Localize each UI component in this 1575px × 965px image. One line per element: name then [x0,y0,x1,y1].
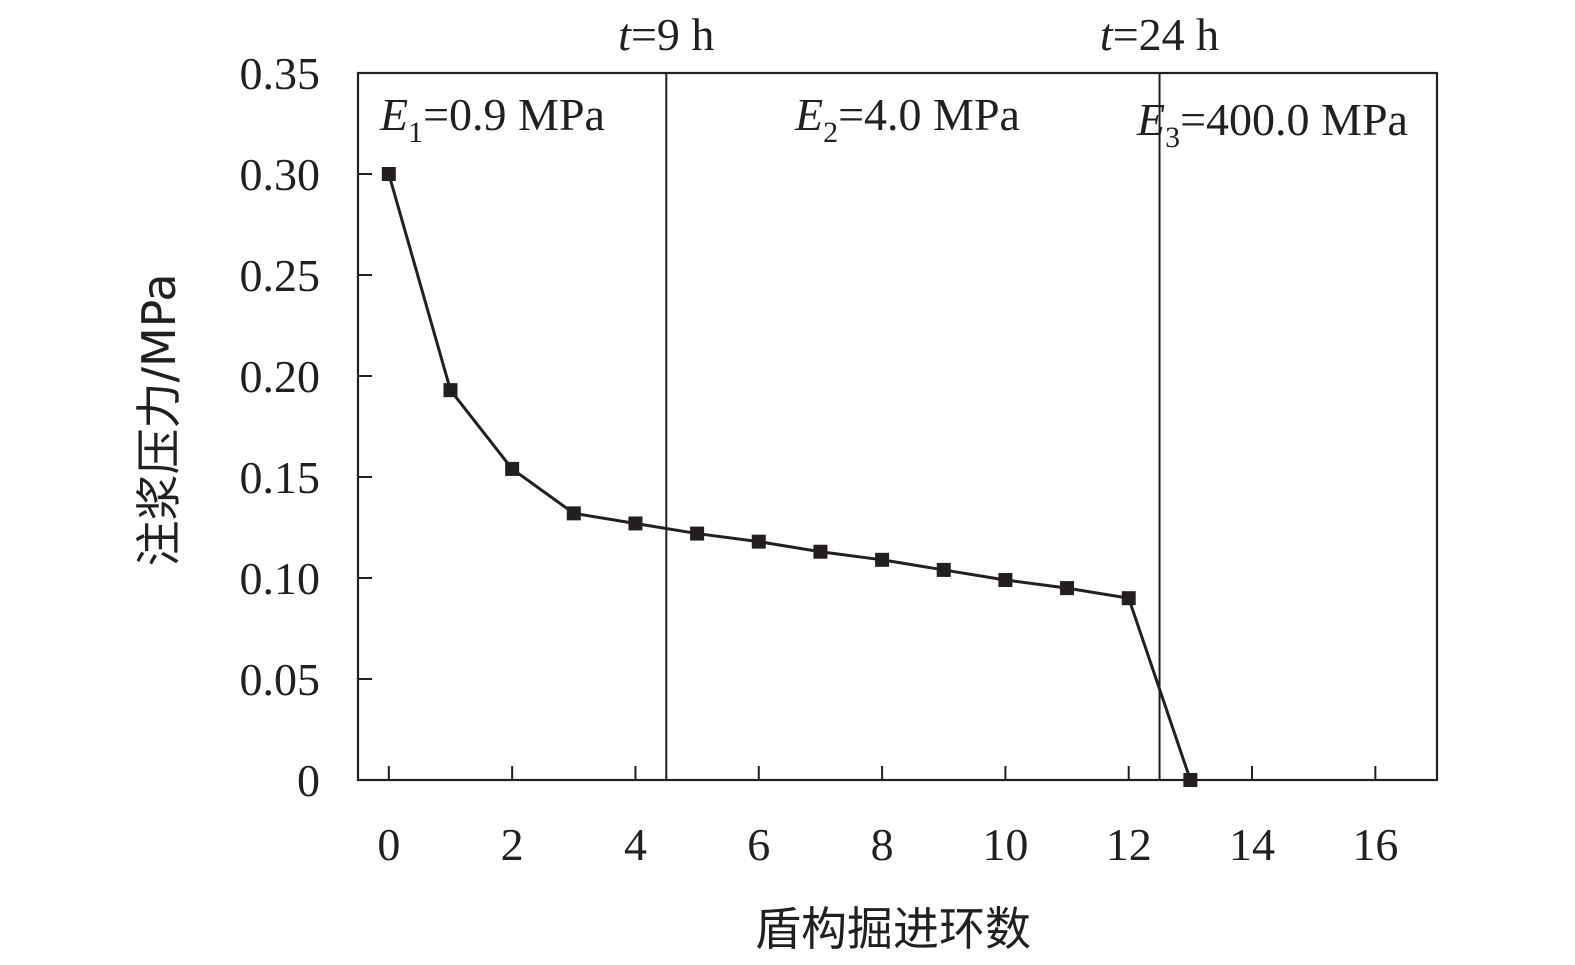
x-axis-ticks: 0 2 4 6 8 10 12 14 16 [377,766,1398,870]
modulus-label: E3=400.0 MPa [1136,94,1408,154]
data-point-marker [813,544,828,559]
data-series [381,167,1198,787]
y-axis-ticks: 0 0.05 0.10 0.15 0.20 0.25 0.30 0.35 [240,48,372,806]
data-point-marker [875,552,890,567]
y-tick-label: 0.30 [240,149,321,200]
y-tick-label: 0.35 [240,48,321,99]
x-tick-label: 12 [1106,819,1152,870]
data-point-marker [1121,591,1136,606]
y-tick-label: 0 [297,755,320,806]
time-label: t=24 h [1100,9,1219,60]
x-tick-label: 14 [1229,819,1275,870]
x-tick-label: 4 [624,819,647,870]
data-point-marker [690,526,705,541]
data-point-marker [381,167,396,181]
annotations: t=9 h t=24 h E1=0.9 MPa E2=4.0 MPa E3=400.0 … [379,9,1408,154]
data-point-marker [1183,773,1198,787]
x-axis-label: 盾构掘进环数 [755,902,1031,956]
plot-border [356,71,1439,782]
modulus-label: E1=0.9 MPa [379,89,605,149]
time-label: t=9 h [618,9,714,60]
data-point-marker [443,383,458,398]
y-tick-label: 0.25 [240,250,321,301]
series-line [387,173,1192,781]
x-tick-label: 8 [871,819,894,870]
x-tick-label: 16 [1352,819,1398,870]
x-tick-label: 0 [377,819,400,870]
modulus-label: E2=4.0 MPa [794,89,1020,149]
data-point-marker [566,506,581,521]
x-tick-label: 2 [501,819,524,870]
data-point-marker [751,534,766,549]
y-tick-label: 0.05 [240,654,321,705]
x-tick-label: 6 [747,819,770,870]
y-tick-label: 0.20 [240,351,321,402]
phase-divider-lines [665,73,1161,780]
y-axis-label: 注浆压力/MPa [132,273,186,566]
y-tick-label: 0.10 [240,553,321,604]
data-point-marker [936,562,951,577]
y-tick-label: 0.15 [240,452,321,503]
data-point-marker [998,573,1013,588]
plot-frame [356,71,1439,782]
x-tick-label: 10 [982,819,1028,870]
data-point-marker [505,461,520,476]
data-point-marker [628,516,643,531]
data-point-marker [1060,581,1075,596]
